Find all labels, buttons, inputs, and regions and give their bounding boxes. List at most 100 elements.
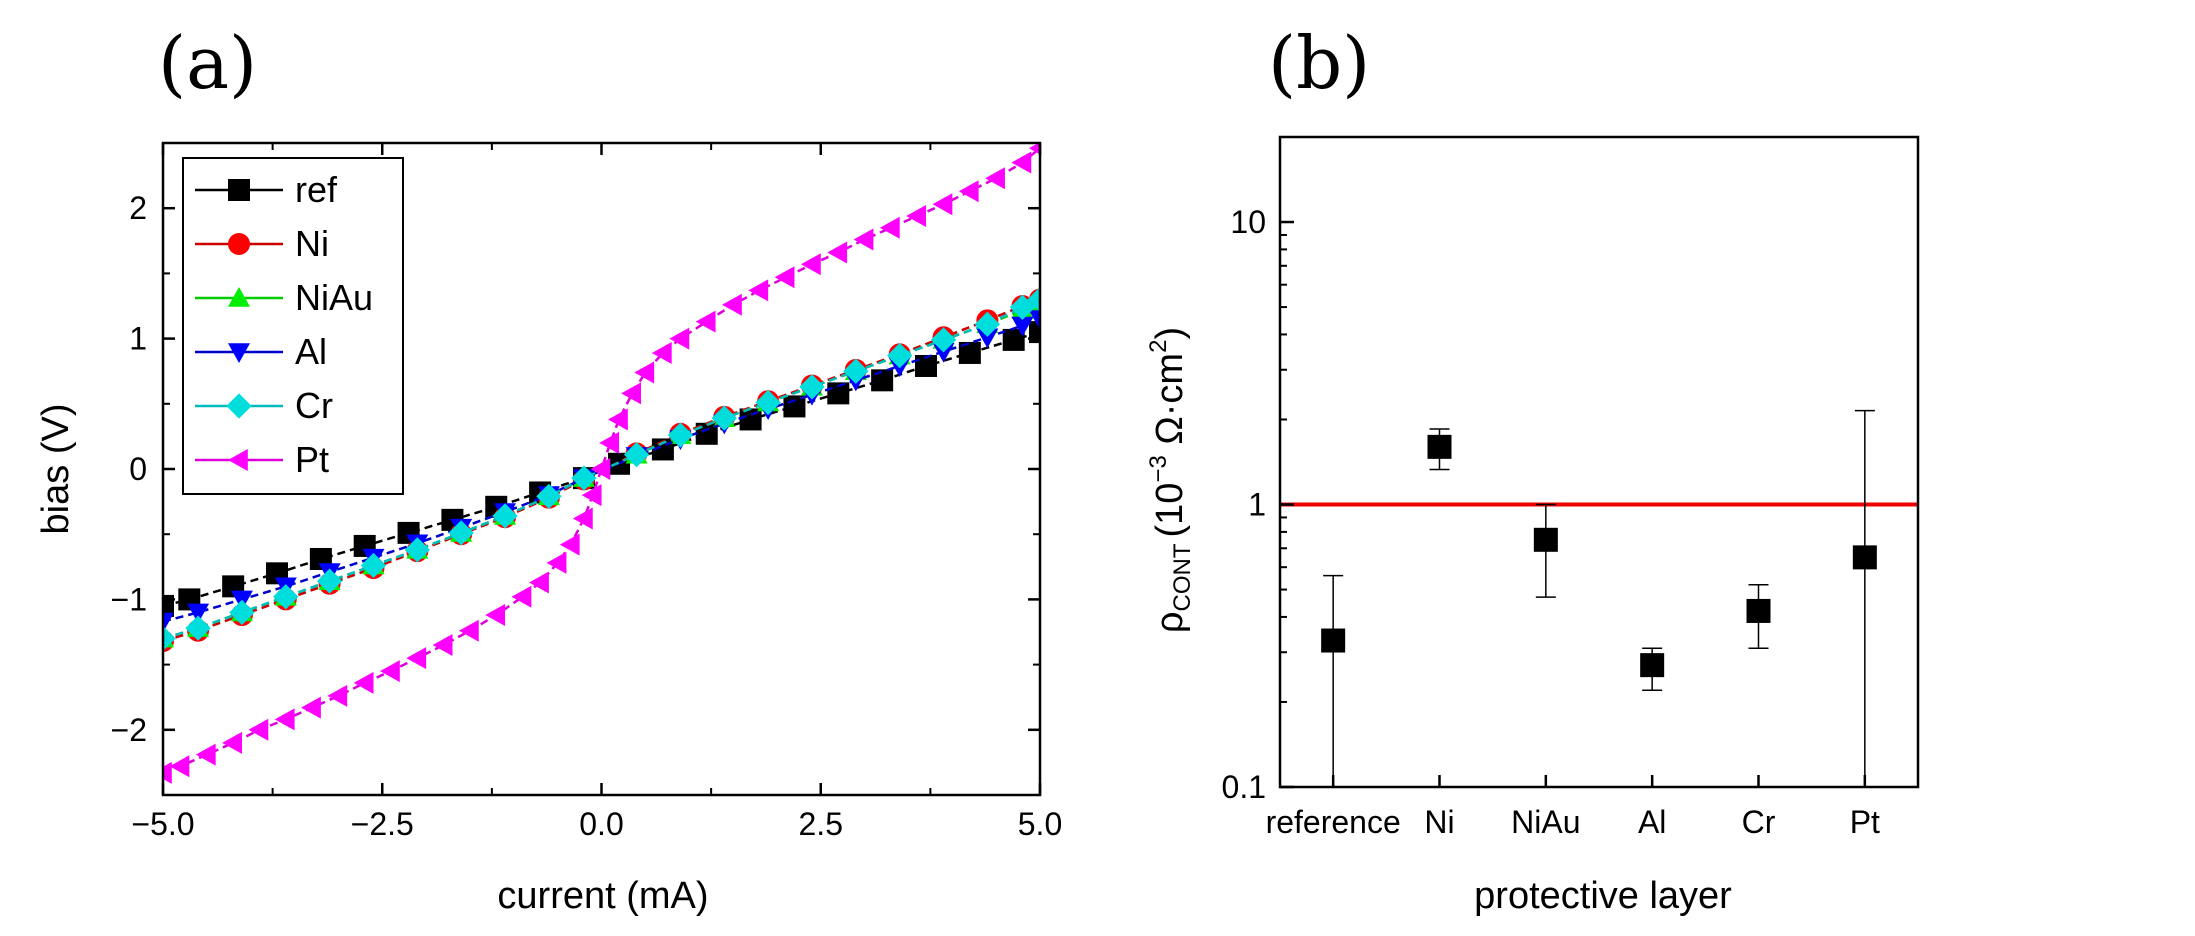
legend-label: Pt	[295, 439, 329, 480]
data-point	[932, 193, 953, 216]
legend-box	[182, 157, 404, 495]
data-point	[887, 342, 913, 369]
legend-label: NiAu	[295, 277, 373, 318]
data-point	[360, 552, 387, 579]
y-title-exp: −3	[1145, 455, 1172, 482]
x-tick-label: −5.0	[131, 806, 194, 842]
y-tick-label: 1	[129, 321, 147, 357]
data-point	[914, 354, 937, 377]
data-point	[185, 615, 211, 641]
data-point	[958, 341, 981, 364]
panel-b-frame	[1278, 135, 1920, 789]
data-point-niau	[1533, 503, 1558, 598]
data-point	[843, 358, 869, 384]
legend-entry-al: Al	[195, 331, 327, 372]
data-point	[608, 408, 628, 431]
data-point	[974, 311, 1001, 337]
marker	[1852, 545, 1877, 570]
data-point	[590, 458, 611, 480]
x-tick-label: Cr	[1742, 804, 1776, 840]
data-point	[853, 228, 874, 251]
series-pt	[163, 143, 1040, 784]
data-point	[1011, 316, 1034, 337]
data-point	[930, 327, 957, 353]
data-point	[1009, 294, 1036, 320]
data-point	[985, 167, 1005, 190]
y-tick-label: 2	[129, 190, 147, 226]
data-point	[274, 708, 295, 731]
data-point	[571, 465, 597, 491]
x-tick-label: Ni	[1424, 804, 1454, 840]
y-tick-label: 0	[129, 451, 147, 487]
data-point	[380, 660, 400, 683]
data-point-al	[1640, 647, 1665, 692]
data-point	[229, 599, 255, 626]
data-point	[448, 520, 474, 546]
legend-marker	[228, 179, 250, 201]
y-tick-label: −1	[111, 581, 147, 617]
data-point	[546, 551, 567, 574]
legend-marker	[228, 343, 250, 363]
y-title-sub: CONT	[1169, 543, 1196, 611]
data-point	[458, 619, 479, 642]
data-point	[669, 327, 690, 350]
x-tick-label: 5.0	[1018, 806, 1062, 842]
marker	[1640, 653, 1665, 678]
y-tick-label: 10	[1230, 204, 1266, 240]
data-point	[163, 612, 174, 633]
data-point	[748, 279, 769, 302]
marker	[1427, 434, 1452, 459]
data-point	[1002, 328, 1025, 351]
legend-entry-cr: Cr	[195, 385, 333, 426]
data-point	[163, 625, 176, 652]
data-point	[432, 634, 453, 657]
panel-a-series	[163, 143, 1040, 784]
data-point	[316, 568, 343, 594]
legend-label: ref	[295, 169, 338, 210]
data-point	[406, 647, 427, 670]
marker	[1321, 628, 1346, 653]
legend-entry-niau: NiAu	[195, 277, 373, 318]
y-title-unit: Ω·cm	[1149, 353, 1191, 455]
data-point	[1011, 151, 1032, 174]
data-point	[273, 584, 299, 610]
legend-entry-pt: Pt	[195, 439, 329, 480]
marker	[1746, 598, 1771, 623]
data-point	[774, 266, 795, 289]
series-cr	[163, 286, 1040, 652]
data-point	[623, 442, 650, 468]
data-point	[827, 241, 848, 264]
data-point	[301, 696, 321, 719]
data-point-ni	[1427, 428, 1452, 471]
y-tick-label: 0.1	[1222, 769, 1266, 805]
data-point	[492, 503, 518, 529]
panel-b-x-axis-title: protective layer	[1474, 875, 1732, 917]
panel-a-x-axis-title: current (mA)	[497, 875, 708, 917]
data-point	[599, 431, 620, 454]
data-point	[1027, 286, 1040, 313]
data-point	[187, 603, 210, 624]
legend-label: Al	[295, 331, 327, 372]
data-point	[932, 342, 955, 363]
legend-marker	[226, 393, 252, 419]
data-point	[353, 671, 374, 694]
data-point	[195, 743, 216, 766]
data-point	[511, 585, 532, 608]
data-point	[559, 533, 580, 556]
panel-b-y-axis-title: ρCONT (10−3 Ω·cm2)	[1145, 327, 1196, 633]
data-point	[634, 361, 655, 384]
y-tick-label: 1	[1248, 487, 1266, 523]
data-point-cr	[1746, 583, 1771, 649]
data-point	[163, 594, 174, 617]
data-point	[536, 483, 562, 510]
x-tick-label: Al	[1638, 804, 1666, 840]
legend-marker	[228, 449, 248, 471]
panel-b-contact-resistivity: (b) reference Ni NiAu Al Cr Pt 0.1 1 10 protecti…	[1145, 21, 1920, 917]
data-point	[572, 507, 593, 530]
data-point	[222, 731, 242, 754]
legend-label: Ni	[295, 223, 329, 264]
y-tick-label: −2	[111, 712, 147, 748]
data-point	[581, 484, 602, 507]
data-point-reference	[1321, 574, 1346, 787]
